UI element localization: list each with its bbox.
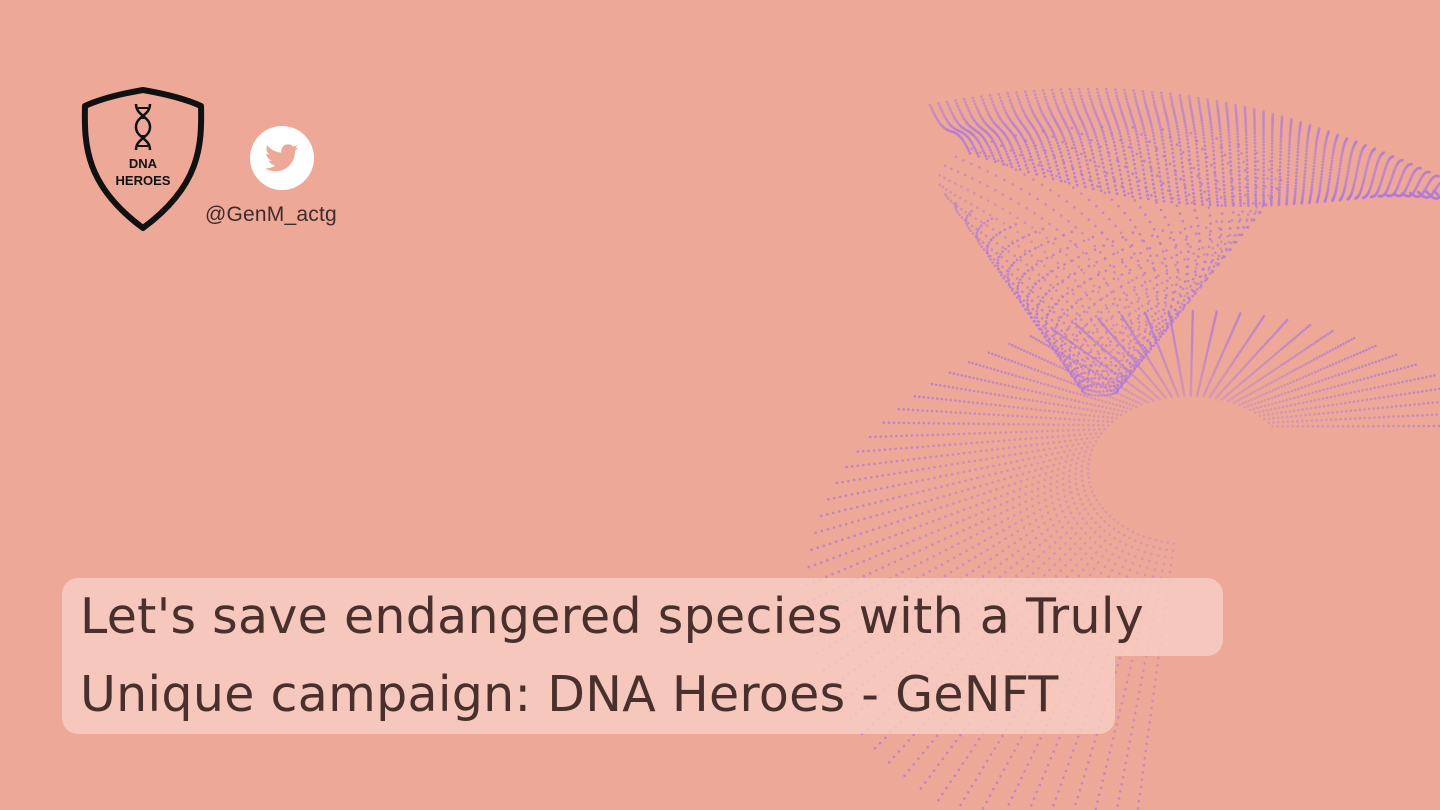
- dna-heroes-logo: DNA HEROES: [80, 86, 206, 232]
- headline-line-2: Unique campaign: DNA Heroes - GeNFT: [62, 656, 1115, 734]
- logo-text-line2: HEROES: [115, 173, 171, 188]
- logo-text-line1: DNA: [128, 156, 158, 171]
- headline-line-2-text: Unique campaign: DNA Heroes - GeNFT: [80, 666, 1059, 723]
- wave-dots: [806, 87, 1440, 810]
- headline-line-1: Let's save endangered species with a Tru…: [62, 578, 1223, 656]
- twitter-bird-icon: [265, 144, 299, 172]
- twitter-handle[interactable]: @GenM_actg: [205, 203, 337, 226]
- headline: Let's save endangered species with a Tru…: [62, 578, 1223, 734]
- shield-icon: [81, 87, 205, 231]
- headline-line-1-text: Let's save endangered species with a Tru…: [80, 588, 1145, 645]
- twitter-link[interactable]: [250, 126, 314, 190]
- dna-helix-icon: [134, 103, 152, 151]
